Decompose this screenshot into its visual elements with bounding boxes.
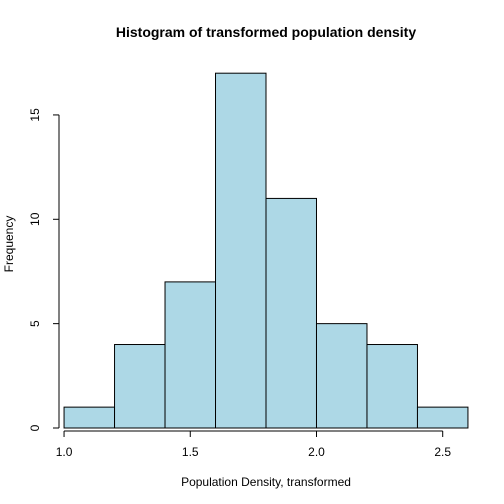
y-tick-label: 15 <box>28 108 42 122</box>
y-axis-label: Frequency <box>2 216 16 273</box>
y-tick-label: 5 <box>28 320 42 327</box>
x-axis-label: Population Density, transformed <box>181 475 351 489</box>
x-tick-label: 2.5 <box>434 445 451 459</box>
histogram-bar <box>164 281 217 429</box>
histogram-bar <box>215 72 267 429</box>
histogram-bar <box>63 406 116 429</box>
x-axis: 1.0 1.5 2.0 2.5 <box>56 430 451 459</box>
histogram-bar <box>265 197 317 429</box>
histogram-bar <box>114 344 166 429</box>
histogram-bar <box>416 406 469 429</box>
histogram-bar <box>315 323 368 429</box>
chart-title: Histogram of transformed population dens… <box>116 24 416 40</box>
x-tick-label: 1.5 <box>182 445 199 459</box>
x-tick-label: 1.0 <box>56 445 73 459</box>
y-axis: 0 5 10 15 <box>28 108 60 431</box>
histogram-bar <box>366 344 418 429</box>
x-tick-label: 2.0 <box>308 445 325 459</box>
bars-group <box>63 72 469 429</box>
y-tick-label: 10 <box>28 212 42 226</box>
y-tick-label: 0 <box>28 424 42 431</box>
